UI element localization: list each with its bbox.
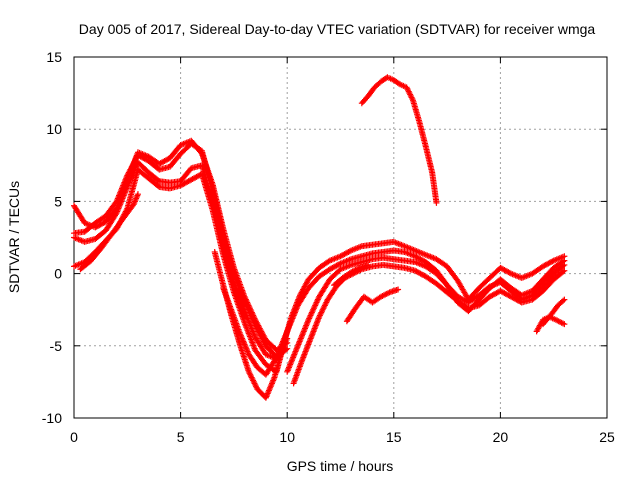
series-arc-12 bbox=[358, 74, 440, 206]
series-arc-9 bbox=[290, 261, 568, 387]
y-tick-label: 0 bbox=[54, 266, 62, 282]
y-axis-label: SDTVAR / TECUs bbox=[6, 181, 22, 293]
x-tick-label: 25 bbox=[599, 429, 615, 445]
series-arc-2 bbox=[71, 140, 291, 361]
data-point bbox=[561, 267, 568, 274]
data-point bbox=[155, 177, 162, 184]
data-point bbox=[506, 269, 513, 276]
data-point bbox=[560, 297, 567, 304]
data-series bbox=[71, 74, 568, 401]
y-tick-label: 15 bbox=[46, 49, 62, 65]
y-tick-labels: -10 -5 0 5 10 15 bbox=[42, 49, 62, 426]
x-tick-label: 15 bbox=[386, 429, 402, 445]
plot-frame bbox=[73, 56, 608, 419]
x-tick-labels: 0 5 10 15 20 25 bbox=[70, 429, 615, 445]
data-point bbox=[155, 182, 162, 189]
data-point bbox=[336, 261, 343, 268]
y-tick-label: -10 bbox=[42, 410, 62, 426]
series-arc-14 bbox=[540, 296, 568, 328]
data-point bbox=[433, 199, 440, 206]
series-arc-11 bbox=[331, 261, 372, 289]
y-tick-label: 5 bbox=[54, 193, 62, 209]
data-point bbox=[395, 286, 402, 293]
x-tick-label: 0 bbox=[70, 429, 78, 445]
series-arc-10 bbox=[343, 286, 402, 325]
data-point bbox=[549, 258, 556, 265]
x-tick-label: 5 bbox=[177, 429, 185, 445]
x-axis-label: GPS time / hours bbox=[287, 458, 394, 474]
x-tick-label: 10 bbox=[279, 429, 295, 445]
data-point bbox=[561, 321, 568, 328]
data-point bbox=[560, 268, 567, 275]
y-tick-label: -5 bbox=[50, 338, 63, 354]
data-point bbox=[365, 261, 372, 268]
data-point bbox=[561, 296, 568, 303]
series-arc-8 bbox=[284, 254, 568, 375]
grid-lines bbox=[74, 57, 607, 418]
data-point bbox=[134, 191, 141, 198]
data-point bbox=[346, 248, 353, 255]
x-tick-label: 20 bbox=[493, 429, 509, 445]
chart-title: Day 005 of 2017, Sidereal Day-to-day VTE… bbox=[79, 21, 596, 37]
series-arc-5 bbox=[77, 191, 141, 273]
data-point bbox=[560, 262, 567, 269]
y-tick-label: 10 bbox=[46, 121, 62, 137]
data-point bbox=[561, 261, 568, 268]
axis-ticks bbox=[73, 56, 608, 419]
